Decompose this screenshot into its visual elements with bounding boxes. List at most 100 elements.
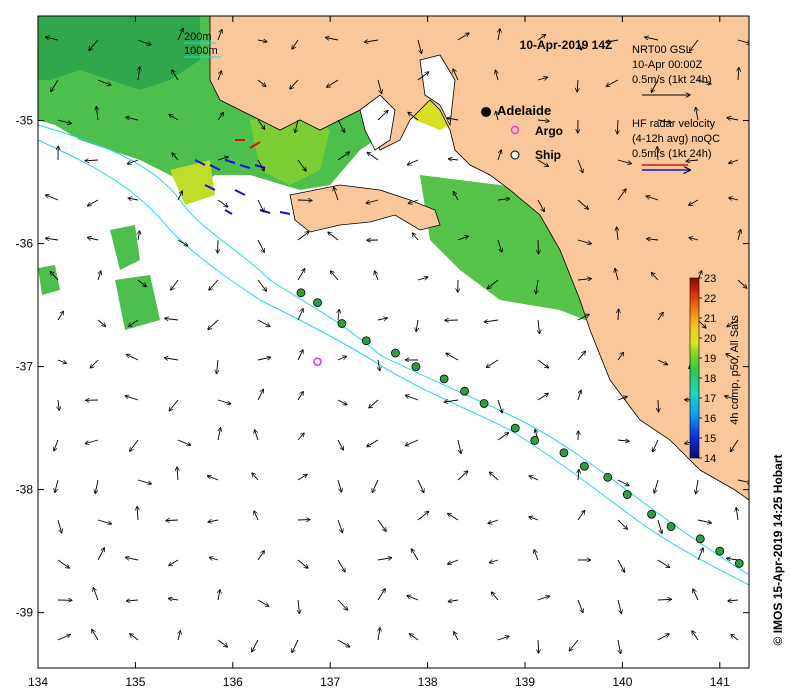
current-arrow [85,439,99,444]
current-arrow [417,277,428,281]
current-arrow [405,395,419,401]
ship-position [313,298,322,308]
current-arrow [337,599,348,610]
current-arrow [377,318,387,320]
current-arrow [257,159,264,171]
current-arrow [453,69,459,81]
current-arrow [51,79,59,92]
bathymetry-legend: 200m 1000m [184,31,221,58]
current-arrow [577,390,581,401]
current-arrow [255,430,259,441]
current-arrow [417,72,429,81]
x-tick-label: 139 [515,675,535,689]
ship-position [391,348,400,358]
current-arrow [651,79,659,92]
argo-legend-label: Argo [535,124,563,138]
current-arrow [257,199,264,212]
current-arrow [137,279,146,287]
current-arrow [57,359,66,363]
gsl-ref-line-2: 10-Apr 00:00Z [632,59,703,71]
current-arrow [217,199,228,207]
current-arrow [98,271,101,281]
y-tick-label: -36 [16,237,34,251]
ship-legend: Ship [510,148,561,162]
current-arrow [166,520,179,521]
current-arrow [367,152,379,161]
current-arrow [651,272,659,281]
colorbar-tick-label: 23 [704,273,716,285]
ship-position [603,472,613,482]
current-arrow [57,634,70,641]
ship-position [337,319,347,328]
current-arrow [497,199,510,200]
current-arrow [377,110,388,121]
gsl-reference: NRT00 GSL 10-Apr 00:00Z 0.5m/s (1kt 24h) [632,44,711,95]
current-arrow [657,312,663,321]
current-arrow [337,479,342,492]
current-arrow [412,233,419,241]
colorbar-tick-label: 19 [704,353,716,365]
land [209,16,749,501]
current-arrow [169,399,179,411]
current-arrow [537,35,546,41]
colorbar-tick-label: 22 [704,293,716,305]
current-arrow [497,433,508,441]
current-arrow [693,589,699,601]
current-arrow [534,550,539,561]
current-arrow [697,319,706,328]
current-arrow [138,67,140,81]
current-arrow [217,112,224,121]
current-arrow [290,79,299,89]
current-arrow [446,353,459,361]
isobath-1000m-label: 1000m [184,45,218,57]
current-arrow [617,352,624,361]
current-arrow [690,39,699,51]
current-arrow [297,232,309,241]
current-arrow [137,479,151,484]
ship-position [296,288,306,298]
current-arrow [495,70,498,81]
current-arrow [208,319,219,330]
x-tick-label: 136 [223,675,243,689]
current-arrow [217,29,222,41]
current-arrow [172,70,179,81]
hf-ref-line-3: 0.5m/s (1kt 24h) [632,148,711,160]
gsl-ref-line-1: NRT00 GSL [632,44,692,56]
current-arrow [334,187,339,201]
current-arrow [727,118,739,120]
current-arrow [90,359,99,368]
colorbar-label: 4h comp, p50, All Sats [729,315,741,425]
current-arrow [126,557,139,561]
current-arrow [218,590,220,601]
ship-legend-label: Ship [535,148,561,162]
current-arrow [177,467,178,481]
current-arrow [126,600,139,601]
current-arrow [217,157,228,161]
current-arrow [337,519,343,533]
current-arrow [537,159,549,167]
current-arrow [177,439,191,445]
current-arrow [537,199,544,212]
current-arrow [217,71,222,81]
current-arrow [577,239,591,244]
current-arrow [297,559,308,568]
argo-legend: Argo [510,124,563,138]
current-arrow [730,439,739,452]
current-arrow [257,551,264,561]
current-arrow [537,359,549,368]
current-arrow [372,479,379,492]
current-arrow [491,592,499,601]
current-arrow [257,357,271,361]
current-arrow [529,476,539,481]
current-arrow [405,439,419,446]
current-arrow [689,238,699,240]
y-tick-label: -37 [16,360,34,374]
current-arrow [538,639,539,653]
current-arrow [696,107,698,121]
current-arrow [257,79,266,87]
current-arrow [487,279,499,289]
hf-radar-reference: HF radar velocity (4-12h avg) noQC 0.5m/… [632,118,720,170]
current-arrow [617,396,627,401]
current-arrow [337,152,350,161]
current-arrow [497,399,502,413]
